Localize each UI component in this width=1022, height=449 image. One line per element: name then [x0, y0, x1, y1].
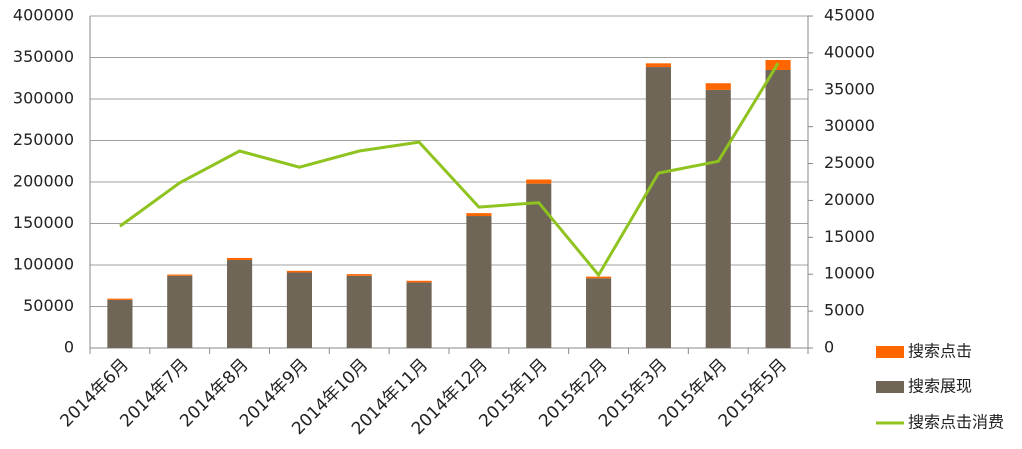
bar-segment — [526, 179, 552, 184]
y2-tick-label: 15000 — [824, 227, 875, 246]
bar-segment — [167, 274, 193, 276]
legend-label: 搜索点击消费 — [908, 413, 1004, 432]
bar-segment — [227, 260, 253, 348]
y2-tick-label: 0 — [824, 338, 834, 357]
y2-tick-label: 40000 — [824, 42, 875, 61]
bar-segment — [227, 257, 253, 261]
y-tick-label: 100000 — [13, 255, 74, 274]
y2-tick-label: 5000 — [824, 301, 865, 320]
y2-tick-label: 35000 — [824, 79, 875, 98]
bar-segment — [107, 298, 133, 300]
bar-segment — [526, 183, 552, 348]
legend-label: 搜索展现 — [908, 377, 972, 396]
bar-segment — [645, 67, 671, 349]
y2-tick-label: 30000 — [824, 116, 875, 135]
y2-tick-label: 25000 — [824, 153, 875, 172]
y-tick-label: 400000 — [13, 6, 74, 25]
bar-segment — [466, 213, 492, 217]
bar-segment — [167, 275, 193, 348]
y-tick-label: 250000 — [13, 130, 74, 149]
legend-label: 搜索点击 — [908, 342, 972, 361]
bar-segment — [346, 275, 372, 348]
legend-swatch — [876, 381, 904, 393]
bar-segment — [406, 280, 432, 283]
y2-tick-label: 20000 — [824, 190, 875, 209]
y-tick-label: 200000 — [13, 172, 74, 191]
bar-segment — [406, 282, 432, 348]
bar-segment — [586, 276, 612, 279]
bar-segment — [107, 299, 133, 348]
legend-swatch — [876, 346, 904, 358]
bar-segment — [765, 69, 791, 348]
bar-segment — [705, 83, 731, 90]
y-tick-label: 300000 — [13, 89, 74, 108]
bar-segment — [286, 270, 312, 273]
y2-tick-label: 10000 — [824, 264, 875, 283]
bar-segment — [586, 278, 612, 348]
y-tick-label: 50000 — [23, 296, 74, 315]
y-tick-label: 150000 — [13, 213, 74, 232]
bar-segment — [286, 272, 312, 348]
bar-segment — [346, 274, 372, 276]
y-tick-label: 0 — [64, 338, 74, 357]
y2-tick-label: 45000 — [824, 6, 875, 25]
bar-segment — [466, 216, 492, 348]
bar-segment — [645, 63, 671, 68]
line-series — [119, 62, 780, 278]
bar-segment — [705, 89, 731, 349]
y-tick-label: 350000 — [13, 47, 74, 66]
